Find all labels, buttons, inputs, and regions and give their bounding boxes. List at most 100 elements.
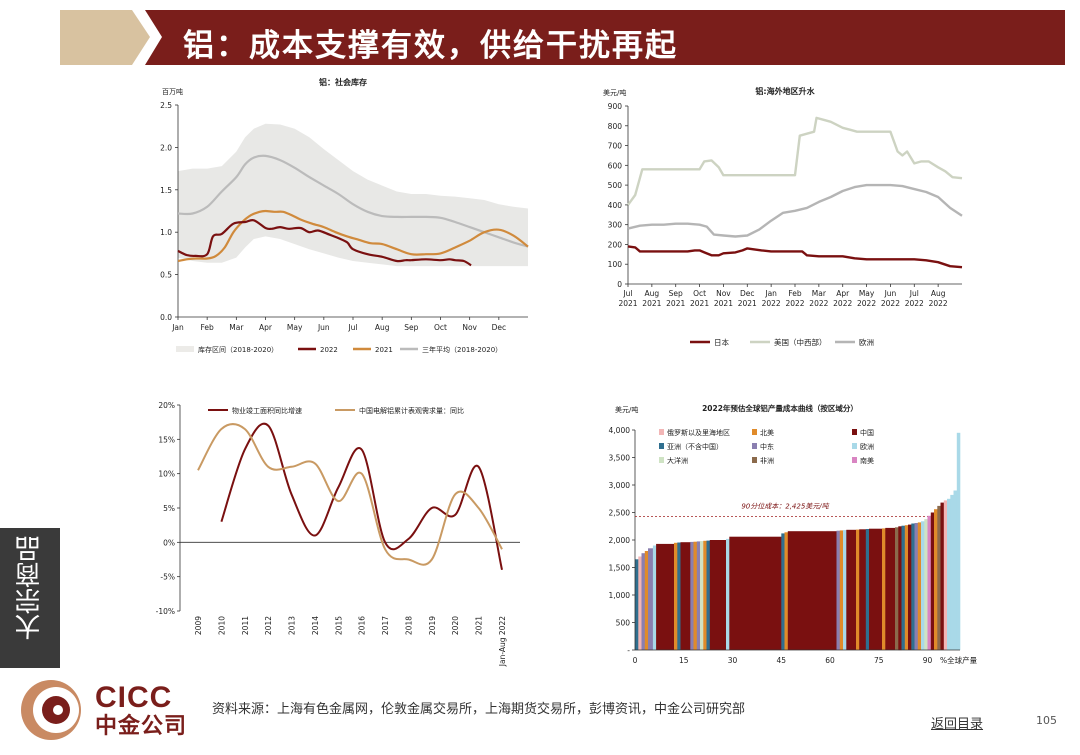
x-tick-label: Jan	[171, 323, 184, 332]
y-tick-label: 1.0	[160, 228, 172, 237]
cost-bar	[641, 553, 645, 650]
y-tick-label: 0.0	[160, 313, 172, 322]
cost-bar	[921, 521, 925, 650]
chart-overseas-premium-svg: 铝:海外地区升水 美元/吨 0 100 200 300 400 500 600 700 800 900…	[603, 86, 963, 347]
y-tick-label: 5%	[163, 504, 175, 513]
chart-title: 2022年预估全球铝产量成本曲线（按区域分）	[702, 403, 858, 413]
cost-bar	[927, 515, 931, 650]
header-banner	[60, 10, 1065, 65]
series-line-1	[627, 116, 963, 206]
x-tick-label: Aug	[931, 289, 946, 298]
cost-bar	[635, 559, 639, 651]
side-tab[interactable]	[0, 528, 60, 668]
cost-bar	[943, 500, 948, 650]
x-tick-label: 2011	[241, 616, 250, 635]
x-tick-label: 2021	[642, 299, 661, 308]
y-tick-label: 3,000	[609, 481, 631, 490]
y-tick-label: -5%	[160, 573, 175, 582]
y-axis-label: 美元/吨	[615, 405, 638, 414]
series-line-1	[197, 423, 503, 566]
x-tick-label: 90	[923, 656, 933, 665]
series-line-0	[177, 218, 472, 267]
y-tick-label: 600	[608, 161, 623, 170]
cost-bar	[690, 541, 694, 650]
y-tick-label: 500	[608, 181, 623, 190]
cost-bar	[706, 540, 710, 650]
cost-bar	[908, 524, 912, 650]
legend-swatch	[752, 429, 757, 435]
cost-bar	[950, 494, 954, 650]
cost-bar	[911, 523, 915, 650]
y-tick-label: 2,000	[609, 536, 631, 545]
cost-bar	[677, 542, 681, 650]
cost-bar	[648, 548, 654, 651]
legend-label-6: 大洋洲	[667, 456, 688, 465]
x-tick-label: 2021	[666, 299, 685, 308]
x-tick-label: 2017	[381, 616, 390, 635]
legend-label-1: 2022	[320, 346, 338, 354]
x-tick-label: Jan-Aug 2022	[498, 616, 507, 667]
legend-swatch	[852, 443, 857, 449]
logo-cn: 中金公司	[95, 713, 188, 738]
y-tick-label: 0%	[163, 538, 175, 547]
chart-social-inventory: 铝：社会库存 百万吨 0.0 0.5 1.0 1.5 2.0 2.5 Jan Feb Mar Apr M…	[148, 75, 538, 365]
band-area	[178, 123, 528, 267]
cost-bar	[930, 512, 935, 650]
cost-bar	[839, 530, 844, 650]
y-tick-label: 3,500	[609, 454, 631, 463]
x-tick-label: Oct	[434, 323, 447, 332]
x-tick-label: Mar	[229, 323, 244, 332]
legend-swatch	[659, 457, 664, 463]
y-tick-label: 900	[608, 102, 623, 111]
y-tick-label: 700	[608, 142, 623, 151]
series-line-1	[177, 209, 529, 263]
cost-bar	[934, 509, 938, 650]
x-tick-label: 2012	[264, 616, 273, 635]
header-bar	[145, 10, 1065, 65]
y-tick-label: 500	[616, 619, 631, 628]
legend-label-0: 日本	[714, 337, 729, 347]
legend-swatch	[659, 429, 664, 435]
legend-swatch	[659, 443, 664, 449]
logo-text: CICC 中金公司	[95, 683, 187, 739]
x-tick-label: 2022	[857, 299, 876, 308]
y-tick-label: 1,500	[609, 564, 631, 573]
cost-bar	[781, 533, 785, 650]
x-tick-label: Feb	[201, 323, 215, 332]
cost-bar	[882, 528, 886, 650]
cost-bar	[856, 529, 860, 650]
x-tick-label: Dec	[492, 323, 507, 332]
cost-bar	[843, 530, 847, 650]
x-tick-label: Jul	[909, 289, 919, 298]
x-tick-label: 2013	[288, 616, 297, 635]
legend-label-8: 南美	[860, 456, 874, 465]
cost-bar	[709, 540, 727, 650]
cost-bar	[696, 541, 701, 650]
x-tick-label: 2021	[690, 299, 709, 308]
cost-bar	[652, 545, 657, 650]
cost-bar	[917, 522, 922, 650]
x-tick-label: Apr	[836, 289, 850, 298]
x-tick-label: 2022	[809, 299, 828, 308]
back-to-contents-link[interactable]: 返回目录	[931, 717, 984, 732]
legend-swatch	[752, 443, 757, 449]
cost-bar	[656, 543, 675, 650]
y-tick-label: 20%	[158, 401, 175, 410]
cost-bar	[680, 542, 691, 650]
x-tick-label: 2021	[738, 299, 757, 308]
cost-bar	[726, 538, 730, 650]
cost-bar	[787, 531, 837, 650]
y-tick-label: 300	[608, 221, 623, 230]
cost-bar	[859, 529, 866, 650]
x-tick-label: 45	[776, 656, 786, 665]
y-tick-label: 0	[617, 280, 622, 289]
x-tick-label: 2018	[404, 616, 413, 635]
legend-swatch	[176, 346, 194, 352]
x-tick-label: 2015	[334, 616, 343, 635]
legend-label-1: 美国（中西部）	[774, 337, 827, 347]
y-tick-label: 1,000	[609, 591, 631, 600]
y-tick-label: 1.5	[160, 186, 172, 195]
x-tick-label: Dec	[740, 289, 755, 298]
x-tick-label: 0	[633, 656, 638, 665]
cost-bar	[956, 432, 961, 651]
